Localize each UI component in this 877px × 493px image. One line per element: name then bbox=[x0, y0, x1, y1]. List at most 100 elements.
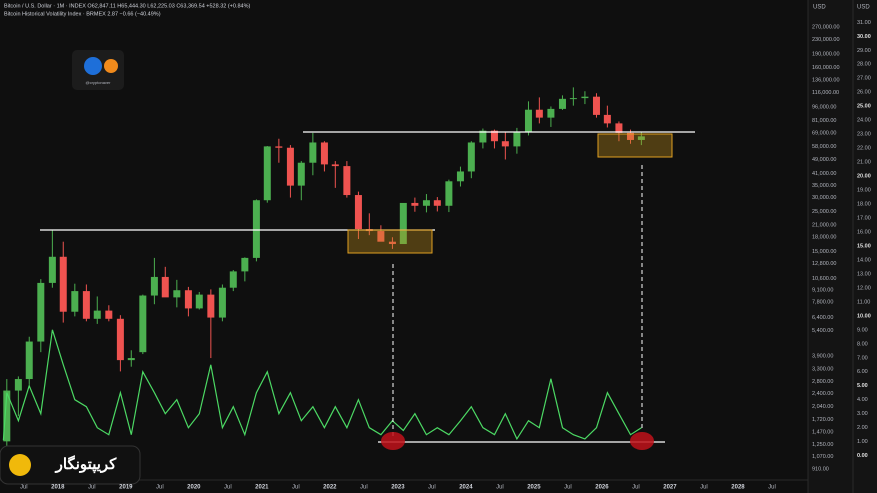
badge bbox=[0, 445, 141, 485]
candle-body bbox=[377, 231, 385, 242]
candle-body bbox=[581, 96, 589, 99]
header-line: Bitcoin Historical Volatility Index · BR… bbox=[4, 11, 161, 17]
x-tick-label: Jul bbox=[20, 485, 28, 491]
candle-body bbox=[229, 271, 237, 288]
y2-tick-label: 14.00 bbox=[857, 257, 871, 263]
y-tick-label: 15,000.00 bbox=[812, 249, 836, 255]
axis-label: USD bbox=[813, 5, 826, 11]
y-tick-label: 7,800.00 bbox=[812, 300, 833, 306]
y-tick-label: 18,000.00 bbox=[812, 235, 836, 241]
candle-body bbox=[569, 98, 577, 100]
y-tick-label: 160,000.00 bbox=[812, 65, 840, 71]
x-tick-label: Jul bbox=[224, 485, 232, 491]
candle-body bbox=[139, 295, 147, 353]
highlight-circle bbox=[381, 432, 405, 450]
candle-body bbox=[343, 166, 351, 196]
x-tick-label: 2023 bbox=[391, 485, 405, 491]
x-tick-label: Jul bbox=[292, 485, 300, 491]
candle-body bbox=[535, 109, 543, 118]
candle-body bbox=[71, 291, 79, 312]
candle-body bbox=[286, 147, 294, 186]
y2-tick-label: 6.00 bbox=[857, 369, 868, 375]
y-tick-label: 230,000.00 bbox=[812, 37, 840, 43]
candle-body bbox=[275, 146, 283, 148]
candle-body bbox=[490, 130, 498, 142]
candle-body bbox=[615, 123, 623, 133]
y-tick-label: 3,900.00 bbox=[812, 353, 833, 359]
candle-body bbox=[105, 310, 113, 319]
candle-body bbox=[456, 171, 464, 182]
y-tick-label: 6,400.00 bbox=[812, 315, 833, 321]
candle-body bbox=[592, 96, 600, 115]
candle-body bbox=[388, 241, 396, 245]
candle-body bbox=[433, 200, 441, 206]
candle-body bbox=[297, 162, 305, 186]
candle-body bbox=[116, 318, 124, 361]
y2-tick-label: 28.00 bbox=[857, 62, 871, 68]
y2-tick-label: 29.00 bbox=[857, 48, 871, 54]
x-tick-label: 2021 bbox=[255, 485, 269, 491]
x-tick-label: Jul bbox=[428, 485, 436, 491]
y2-tick-label: 24.00 bbox=[857, 118, 871, 124]
y-tick-label: 190,000.00 bbox=[812, 52, 840, 58]
candle-body bbox=[82, 291, 90, 319]
y2-tick-label: 3.00 bbox=[857, 411, 868, 417]
axis-label: USD bbox=[857, 5, 870, 11]
y2-tick-label: 18.00 bbox=[857, 202, 871, 208]
candle-body bbox=[37, 282, 45, 342]
y2-tick-label: 1.00 bbox=[857, 439, 868, 445]
y-tick-label: 21,000.00 bbox=[812, 223, 836, 229]
y-tick-label: 2,400.00 bbox=[812, 391, 833, 397]
y2-tick-label: 23.00 bbox=[857, 132, 871, 138]
y-tick-label: 35,000.00 bbox=[812, 183, 836, 189]
y2-tick-label: 12.00 bbox=[857, 285, 871, 291]
x-tick-label: Jul bbox=[496, 485, 504, 491]
y2-tick-label: 9.00 bbox=[857, 327, 868, 333]
x-tick-label: 2020 bbox=[187, 485, 201, 491]
y2-tick-label: 13.00 bbox=[857, 271, 871, 277]
candle-body bbox=[184, 290, 192, 309]
y2-tick-label: 25.00 bbox=[857, 104, 871, 110]
badge-text: کریپتونگار bbox=[55, 455, 118, 474]
y-tick-label: 10,600.00 bbox=[812, 276, 836, 282]
y-tick-label: 81,000.00 bbox=[812, 118, 836, 124]
y2-tick-label: 7.00 bbox=[857, 355, 868, 361]
x-tick-label: 2025 bbox=[527, 485, 541, 491]
x-tick-label: Jul bbox=[360, 485, 368, 491]
candle-body bbox=[161, 276, 169, 298]
y-tick-label: 30,000.00 bbox=[812, 195, 836, 201]
y-tick-label: 116,000.00 bbox=[812, 90, 839, 96]
y2-tick-label: 11.00 bbox=[857, 299, 870, 305]
y2-tick-label: 2.00 bbox=[857, 425, 868, 431]
x-tick-label: 2028 bbox=[731, 485, 745, 491]
logo-text: @cryptonaver bbox=[86, 80, 112, 85]
y-tick-label: 2,800.00 bbox=[812, 379, 833, 385]
candle-body bbox=[547, 108, 555, 118]
y-tick-label: 270,000.00 bbox=[812, 24, 840, 30]
candle-body bbox=[127, 358, 135, 361]
y2-tick-label: 4.00 bbox=[857, 397, 868, 403]
y2-tick-label: 5.00 bbox=[857, 383, 868, 389]
candle-body bbox=[252, 200, 260, 258]
candle-body bbox=[331, 164, 339, 167]
y2-tick-label: 30.00 bbox=[857, 34, 871, 40]
y-tick-label: 910.00 bbox=[812, 467, 829, 473]
y2-tick-label: 26.00 bbox=[857, 90, 871, 96]
candle-body bbox=[354, 195, 362, 230]
y2-tick-label: 15.00 bbox=[857, 243, 871, 249]
y-tick-label: 9,100.00 bbox=[812, 288, 833, 294]
x-tick-label: Jul bbox=[632, 485, 640, 491]
x-tick-label: 2022 bbox=[323, 485, 337, 491]
y-tick-label: 69,000.00 bbox=[812, 130, 836, 136]
y2-tick-label: 22.00 bbox=[857, 146, 871, 152]
y-tick-label: 1,250.00 bbox=[812, 442, 833, 448]
y-tick-label: 12,800.00 bbox=[812, 261, 836, 267]
y-tick-label: 3,300.00 bbox=[812, 366, 833, 372]
y2-tick-label: 16.00 bbox=[857, 229, 871, 235]
candle-body bbox=[173, 290, 181, 298]
x-tick-label: 2024 bbox=[459, 485, 473, 491]
x-tick-label: 2026 bbox=[595, 485, 609, 491]
candle-body bbox=[501, 141, 509, 147]
candle-body bbox=[48, 256, 56, 283]
